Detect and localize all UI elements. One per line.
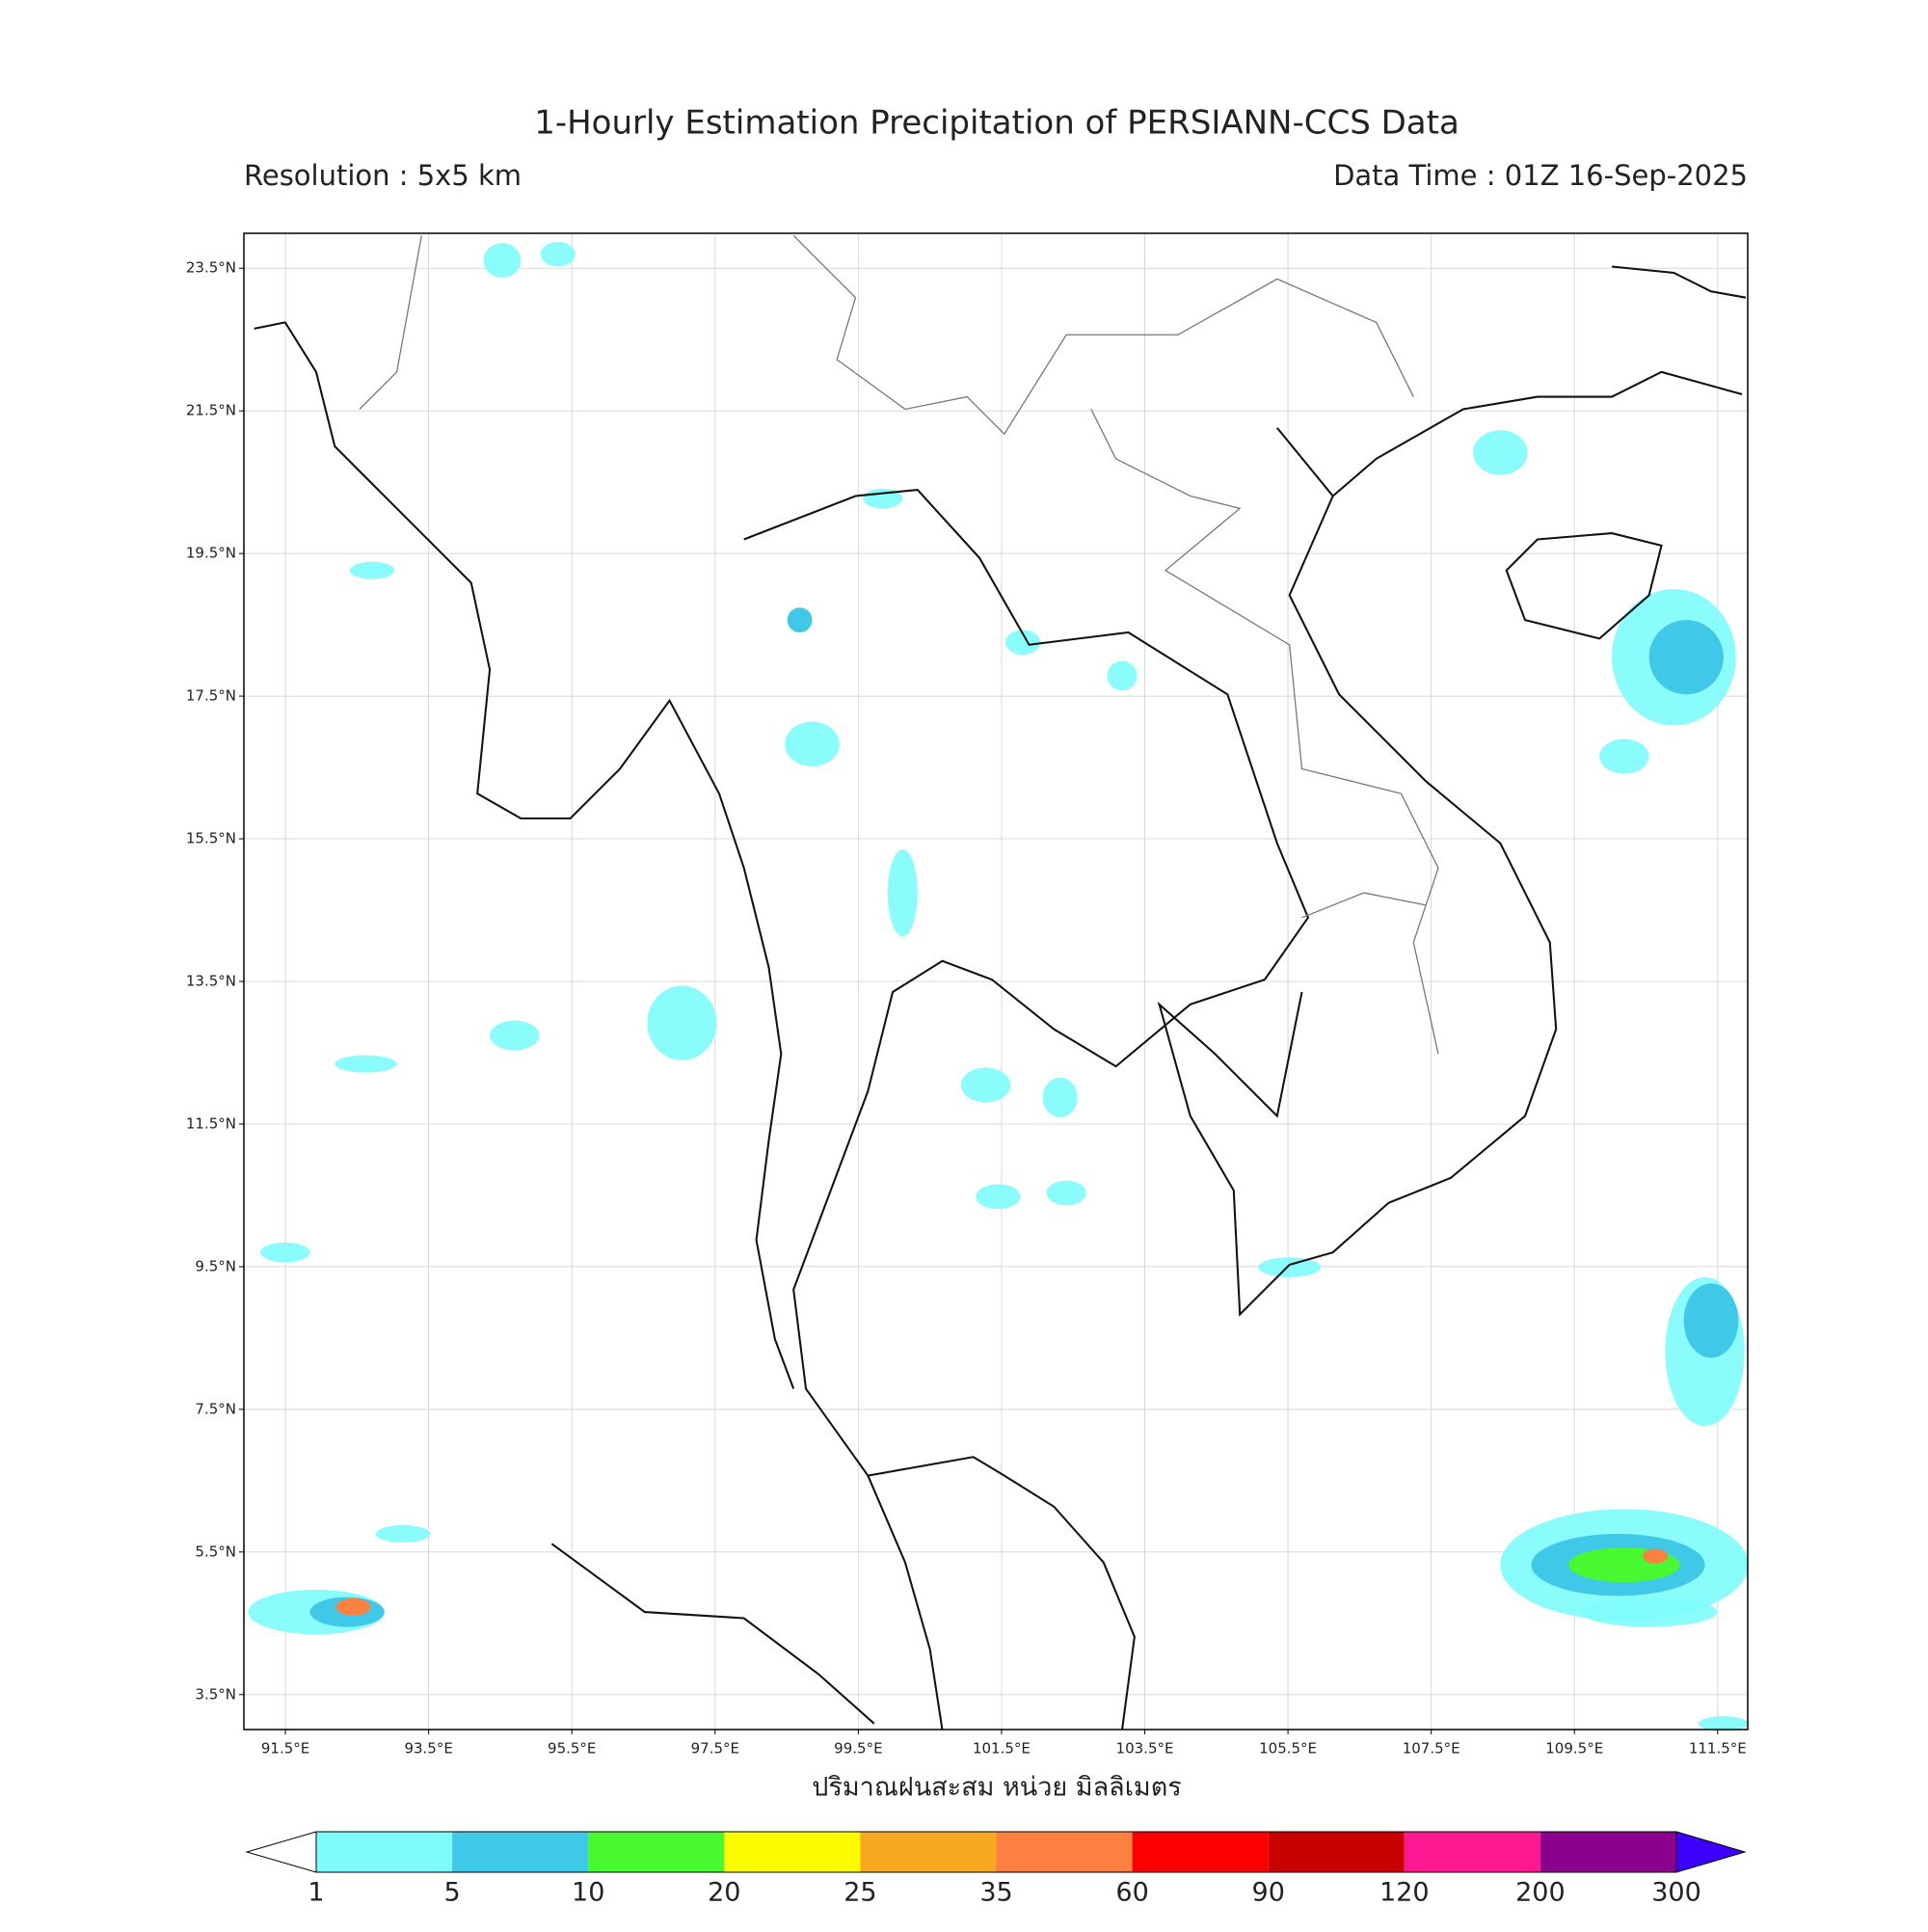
coastlines xyxy=(254,265,1747,1731)
colorbar-segment xyxy=(1132,1832,1269,1872)
map-layer xyxy=(248,234,1749,1731)
colorbar-over xyxy=(1675,1831,1747,1873)
colorbar-segment xyxy=(860,1832,997,1872)
y-tick-label: 7.5°N xyxy=(195,1400,236,1417)
data-time: Data Time : 01Z 16-Sep-2025 xyxy=(1333,159,1748,192)
colorbar-label: 5 xyxy=(444,1878,461,1908)
colorbar-segment xyxy=(724,1832,861,1872)
title: 1-Hourly Estimation Precipitation of PER… xyxy=(534,104,1459,143)
y-tick-label: 11.5°N xyxy=(186,1114,236,1132)
x-tick-label: 99.5°E xyxy=(834,1740,882,1758)
colorbar-label: 200 xyxy=(1515,1878,1566,1908)
x-tick-label: 107.5°E xyxy=(1403,1740,1460,1758)
colorbar-segment xyxy=(996,1832,1133,1872)
x-tick-label: 103.5°E xyxy=(1116,1740,1174,1758)
x-tick-label: 97.5°E xyxy=(691,1740,739,1758)
x-axis-label: ปริมาณฝนสะสม หน่วย มิลลิเมตร xyxy=(812,1773,1182,1803)
colorbar-label: 10 xyxy=(572,1878,604,1908)
colorbar-segment xyxy=(452,1832,589,1872)
colorbar-segment xyxy=(588,1832,725,1872)
x-tick-label: 101.5°E xyxy=(973,1740,1031,1758)
y-tick-label: 19.5°N xyxy=(186,545,236,562)
colorbar-label: 300 xyxy=(1651,1878,1701,1908)
colorbar-label: 25 xyxy=(844,1878,876,1908)
borders xyxy=(359,234,1439,1055)
y-tick-label: 9.5°N xyxy=(195,1257,236,1275)
y-tick-label: 21.5°N xyxy=(186,402,236,419)
colorbar-segment xyxy=(1404,1832,1540,1872)
colorbar-label: 90 xyxy=(1252,1878,1285,1908)
x-tick-label: 111.5°E xyxy=(1689,1740,1747,1758)
colorbar-segment xyxy=(1268,1832,1405,1872)
y-tick-label: 23.5°N xyxy=(186,259,236,277)
colorbar-label: 60 xyxy=(1115,1878,1148,1908)
colorbar-label: 120 xyxy=(1379,1878,1430,1908)
x-tick-label: 93.5°E xyxy=(404,1740,452,1758)
y-tick-label: 17.5°N xyxy=(186,687,236,705)
colorbar-frame xyxy=(315,1831,1677,1873)
resolution: Resolution : 5x5 km xyxy=(244,159,522,192)
x-tick-label: 105.5°E xyxy=(1259,1740,1317,1758)
colorbar-segment xyxy=(1540,1832,1676,1872)
colorbar-label: 35 xyxy=(979,1878,1012,1908)
y-tick-label: 13.5°N xyxy=(186,973,236,990)
y-tick-label: 15.5°N xyxy=(186,830,236,847)
precipitation xyxy=(248,241,1749,1731)
colorbar-under xyxy=(245,1831,317,1873)
x-tick-label: 95.5°E xyxy=(548,1740,596,1758)
colorbar-label: 20 xyxy=(708,1878,740,1908)
y-tick-label: 5.5°N xyxy=(195,1543,236,1560)
y-tick-label: 3.5°N xyxy=(195,1685,236,1703)
x-tick-label: 109.5°E xyxy=(1545,1740,1603,1758)
colorbar-label: 1 xyxy=(308,1878,324,1908)
x-tick-label: 91.5°E xyxy=(261,1740,309,1758)
colorbar-segment xyxy=(316,1832,453,1872)
